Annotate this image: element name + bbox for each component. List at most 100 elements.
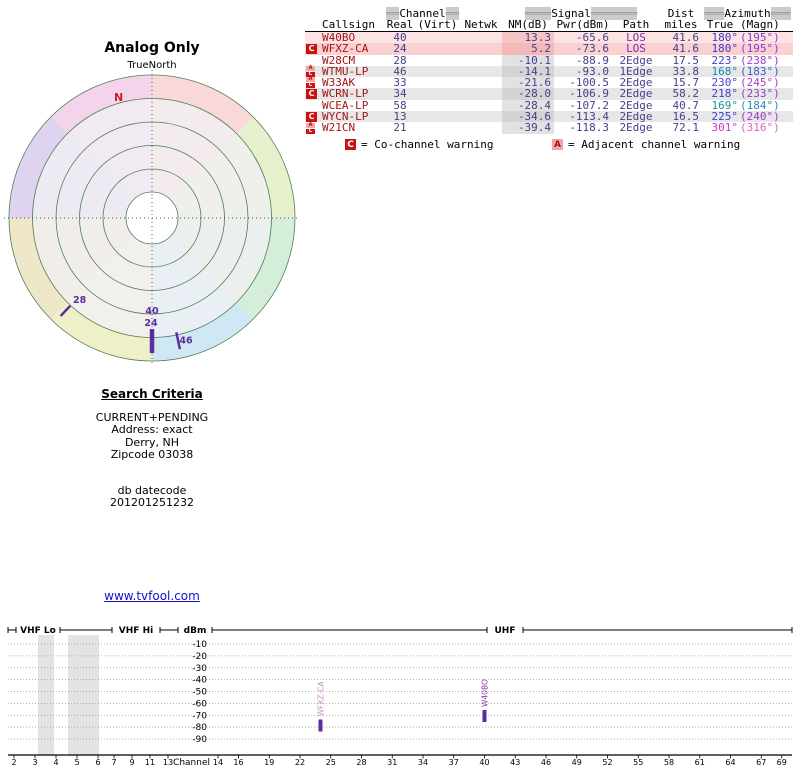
uhf-label: UHF	[495, 626, 516, 636]
cell-callsign: WTMU-LP	[322, 64, 369, 78]
table-header-dist-group: Dist	[667, 7, 695, 20]
cell-miles: 40.7	[672, 98, 700, 112]
cell-azimuth-true: 168°	[711, 64, 739, 78]
adjacent-channel-badge: A	[306, 122, 315, 128]
cell-azimuth-magn: (195°)	[740, 42, 780, 56]
cell-channel-real: 21	[393, 121, 407, 135]
criteria-zipcode: Zipcode 03038	[110, 448, 194, 461]
cell-path: 2Edge	[619, 76, 653, 90]
adjacent-channel-legend: A = Adjacent channel warning	[552, 138, 740, 151]
dbm-tick-label: -30	[192, 664, 207, 674]
cell-azimuth-magn: (238°)	[740, 53, 780, 67]
channel-tick-label: 69	[777, 758, 787, 767]
cell-azimuth-magn: (240°)	[740, 110, 780, 124]
cell-pwr-dbm: -118.3	[569, 121, 609, 135]
vhf-hi-label: VHF Hi	[119, 626, 153, 636]
channel-tick-label: 5	[74, 758, 79, 767]
station-row: W28CM 28 -10.1 -88.9 2Edge 17.5 223° (238°)	[305, 53, 793, 67]
station-table: ══Channel══ ════Signal═══════ Dist ═══Az…	[305, 7, 793, 134]
table-header-channel-group: ══Channel══	[385, 7, 460, 20]
cell-callsign: W33AK	[322, 76, 356, 90]
tvfool-link[interactable]: www.tvfool.com	[104, 589, 200, 603]
dbm-axis-label: dBm	[184, 626, 207, 636]
cell-path: 2Edge	[619, 87, 653, 101]
cell-azimuth-magn: (316°)	[740, 121, 780, 135]
cell-pwr-dbm: -113.4	[569, 110, 609, 124]
station-row: A C WTMU-LP 46 -14.1 -93.0 1Edge 33.8 168° (183°)	[305, 66, 793, 77]
cell-path: 1Edge	[619, 64, 653, 78]
channel-marker-label: 28	[73, 295, 87, 306]
cell-path: LOS	[626, 31, 646, 44]
adjacent-channel-badge: A	[306, 77, 315, 83]
header-rule-left: ═══	[704, 7, 725, 20]
channel-tick-label: 3	[32, 758, 37, 767]
co-channel-badge: C	[306, 111, 317, 122]
dbm-tick-label: -80	[192, 723, 207, 733]
channel-tick-label: 19	[264, 758, 274, 767]
channel-tick-label: 52	[602, 758, 612, 767]
co-channel-badge: C	[306, 128, 315, 134]
cell-path: 2Edge	[619, 121, 653, 135]
cell-azimuth-true: 169°	[711, 98, 739, 112]
co-channel-legend-text: = Co-channel warning	[361, 138, 494, 151]
header-rule-left: ══	[386, 7, 400, 20]
header-rule-right: ═══	[770, 7, 791, 20]
col-header-magn: (Magn)	[740, 18, 780, 32]
station-row: C WFXZ-CA 24 5.2 -73.6 LOS 41.6 180° (195°)	[305, 42, 793, 56]
cell-pwr-dbm: -106.9	[569, 87, 609, 101]
col-header-true: True	[706, 18, 734, 32]
cell-channel-real: 13	[393, 110, 407, 124]
col-header-netwk: Netwk	[464, 18, 498, 32]
cell-path: 2Edge	[619, 110, 653, 124]
channel-tick-label: 14	[213, 758, 223, 767]
channel-tick-label: 55	[633, 758, 643, 767]
cell-path: 2Edge	[619, 98, 653, 112]
channel-tick-label: 40	[479, 758, 489, 767]
channel-tick-label: 61	[695, 758, 705, 767]
channel-tick-label: 31	[387, 758, 397, 767]
polar-plot-title: Analog Only	[104, 40, 200, 56]
magnetic-north-label: N	[114, 91, 123, 104]
co-channel-legend: C = Co-channel warning	[345, 138, 493, 151]
cell-nm-db: -28.4	[502, 99, 554, 111]
co-channel-badge: C	[306, 72, 315, 78]
shaded-band	[68, 635, 99, 755]
dbm-tick-label: -90	[192, 735, 207, 745]
cell-nm-db: 5.2	[502, 43, 554, 55]
search-criteria-block: Search Criteria CURRENT+PENDING Address:…	[52, 388, 252, 510]
cell-miles: 16.5	[672, 110, 700, 124]
co-channel-badge: C	[306, 89, 317, 100]
cell-nm-db: -39.4	[502, 122, 554, 134]
signal-callsign-label: W40BO	[481, 679, 490, 707]
channel-tick-label: 43	[510, 758, 520, 767]
channel-tick-label: 58	[664, 758, 674, 767]
adjacent-channel-badge: A	[552, 139, 563, 150]
signal-bar	[318, 719, 323, 732]
cell-callsign: WCRN-LP	[322, 87, 369, 101]
cell-callsign: W21CN	[322, 121, 356, 135]
table-header-azimuth-group: ═══Azimuth═══	[702, 7, 793, 20]
cell-azimuth-true: 225°	[711, 110, 739, 124]
channel-marker-tick	[59, 304, 72, 317]
cell-azimuth-magn: (195°)	[740, 31, 780, 44]
cell-azimuth-true: 301°	[711, 121, 739, 135]
cell-azimuth-true: 180°	[711, 42, 739, 56]
channel-tick-label: 9	[129, 758, 134, 767]
cell-channel-real: 34	[393, 87, 407, 101]
channel-marker-label: 40	[145, 306, 159, 317]
station-row: W40BO 40 13.3 -65.6 LOS 41.6 180° (195°)	[305, 32, 793, 43]
vhf-lo-label: VHF Lo	[20, 626, 56, 636]
warning-badges: C	[305, 111, 322, 122]
station-row: WCEA-LP 58 -28.4 -107.2 2Edge 40.7 169° (184°)	[305, 98, 793, 112]
cell-callsign: WYCN-LP	[322, 110, 369, 124]
cell-callsign: W40BO	[322, 31, 356, 44]
channel-tick-label: 49	[572, 758, 582, 767]
cell-azimuth-magn: (233°)	[740, 87, 780, 101]
col-header-real: Real	[386, 18, 414, 32]
station-table-body: W40BO 40 13.3 -65.6 LOS 41.6 180° (195°) C WFXZ-C…	[305, 32, 793, 134]
channel-tick-label: 64	[725, 758, 735, 767]
